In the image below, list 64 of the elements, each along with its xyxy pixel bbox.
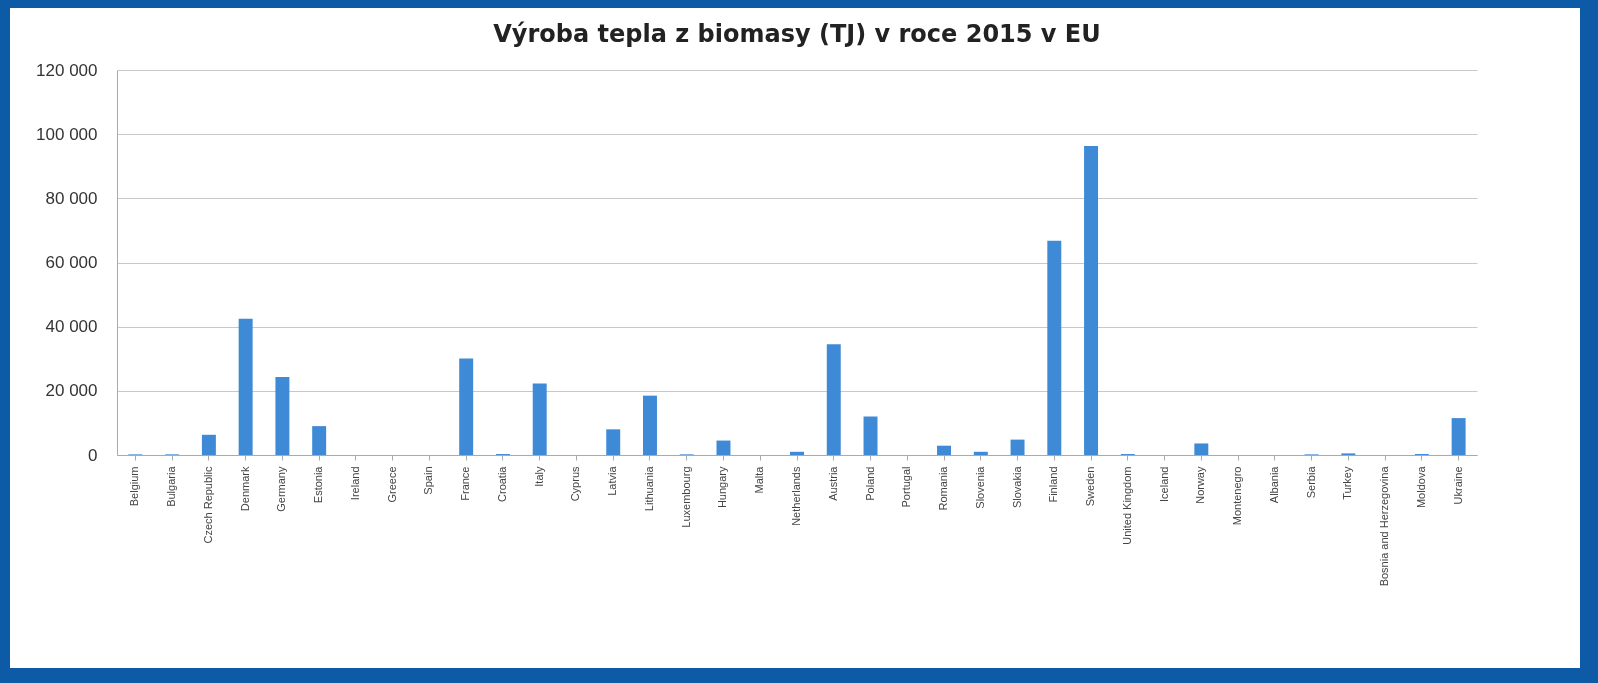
x-tick-label: Serbia xyxy=(1304,465,1317,499)
bar xyxy=(532,383,547,455)
x-tick-label: Italy xyxy=(532,466,545,487)
x-tick-label: Turkey xyxy=(1341,466,1354,500)
bar xyxy=(459,358,474,455)
x-tick-label: Estonia xyxy=(312,465,325,504)
x-tick-label: Czech Republic xyxy=(201,466,214,544)
bar xyxy=(238,318,253,455)
bar xyxy=(937,445,952,455)
x-tick-label: Malta xyxy=(753,465,766,494)
bar xyxy=(642,395,657,455)
x-tick-label: Slovenia xyxy=(973,465,986,509)
bar xyxy=(312,426,327,455)
x-tick-label: Croatia xyxy=(495,465,508,502)
y-tick-label: 20 000 xyxy=(45,381,98,401)
bar xyxy=(973,451,988,455)
bar xyxy=(826,344,841,455)
bar xyxy=(606,429,621,455)
x-tick-label: Latvia xyxy=(606,465,619,496)
x-tick-label: Germany xyxy=(275,466,288,512)
bar xyxy=(1010,439,1025,455)
x-tick-label: Slovakia xyxy=(1010,465,1023,509)
x-tick-label: Belgium xyxy=(128,466,141,507)
x-tick-label: Moldova xyxy=(1414,465,1427,509)
x-tick-label: Norway xyxy=(1194,466,1207,504)
x-tick-label: Albania xyxy=(1267,465,1280,504)
bar xyxy=(790,451,804,455)
x-tick-label: Austria xyxy=(826,465,839,501)
x-tick-label: Luxembourg xyxy=(679,466,692,528)
x-tick-label: Greece xyxy=(385,466,398,503)
x-tick-label: Ireland xyxy=(348,466,361,501)
y-tick-label: 0 xyxy=(88,445,98,465)
x-tick-label: France xyxy=(459,466,472,501)
x-tick-label: Netherlands xyxy=(790,466,802,526)
x-tick-label: Cyprus xyxy=(569,466,582,502)
bar xyxy=(1194,443,1209,455)
x-tick-label: Bosnia and Herzegovina xyxy=(1378,465,1391,587)
y-tick-label: 100 000 xyxy=(36,124,98,144)
y-tick-label: 120 000 xyxy=(36,60,98,80)
x-tick-label: Denmark xyxy=(238,466,251,512)
y-tick-label: 80 000 xyxy=(45,188,98,208)
bar xyxy=(863,416,878,455)
y-tick-label: 60 000 xyxy=(45,253,98,272)
bar xyxy=(275,377,290,455)
x-tick-label: Iceland xyxy=(1157,466,1170,502)
x-tick-label: Ukraine xyxy=(1451,466,1464,505)
bar xyxy=(1451,418,1466,455)
bar xyxy=(716,440,731,455)
x-tick-label: Montenegro xyxy=(1231,466,1244,526)
x-tick-label: Romania xyxy=(937,465,950,511)
bar xyxy=(1047,240,1062,455)
bar xyxy=(201,434,216,455)
x-tick-label: Lithuania xyxy=(642,465,655,512)
bar xyxy=(1084,146,1099,455)
chart-title: Výroba tepla z biomasy (TJ) v roce 2015 v EU xyxy=(493,20,1101,48)
x-tick-label: Hungary xyxy=(716,466,729,509)
x-tick-label: Poland xyxy=(863,466,876,501)
x-tick-label: Bulgaria xyxy=(165,465,178,507)
x-tick-label: Finland xyxy=(1047,466,1060,503)
x-tick-label: Sweden xyxy=(1084,466,1097,507)
x-tick-label: Spain xyxy=(422,466,435,495)
x-tick-label: United Kingdom xyxy=(1120,466,1133,545)
y-tick-label: 40 000 xyxy=(45,317,98,337)
x-tick-label: Portugal xyxy=(900,466,913,508)
